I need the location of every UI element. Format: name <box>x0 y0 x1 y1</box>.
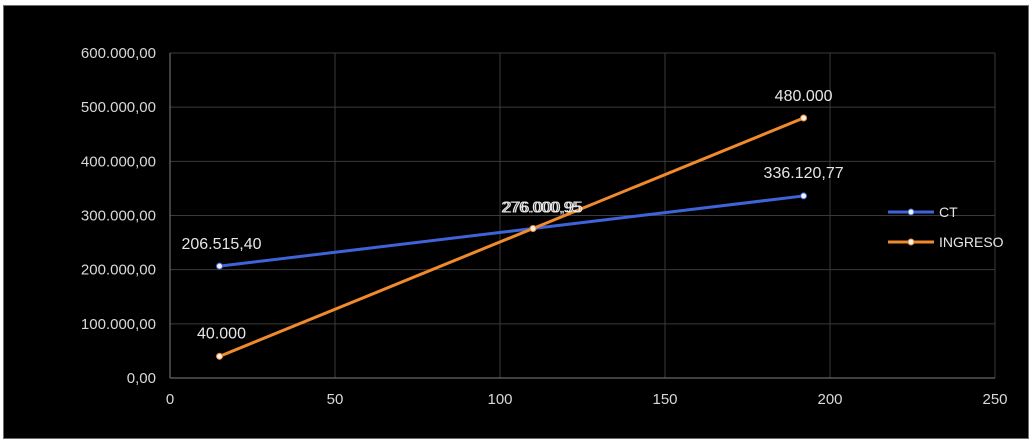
data-label: 480.000 <box>775 88 833 105</box>
series-lines <box>216 114 808 360</box>
y-tick-label: 0,00 <box>127 370 156 387</box>
y-tick-label: 300.000,00 <box>81 208 156 225</box>
data-point <box>529 225 537 232</box>
y-tick-label: 100.000,00 <box>81 316 156 333</box>
legend-marker <box>907 208 915 216</box>
data-label: 276.000,95 <box>501 200 581 217</box>
legend: CT INGRESO <box>888 204 1004 250</box>
gridlines <box>169 52 996 379</box>
data-label: 276.000,95 <box>503 200 583 217</box>
x-tick-label: 100 <box>487 391 512 408</box>
line-chart: 0,00 100.000,00 200.000,00 300.000,00 400.00… <box>81 45 1008 408</box>
data-labels: 206.515,40276.000,95336.120,7740.000276.… <box>181 88 843 342</box>
y-tick-label: 600.000,00 <box>81 45 156 62</box>
data-point <box>800 192 808 200</box>
axes <box>169 53 995 379</box>
x-tick-label: 150 <box>652 391 677 408</box>
chart-frame: 0,00 100.000,00 200.000,00 300.000,00 400.00… <box>3 5 1029 439</box>
data-point <box>800 114 808 122</box>
tick-labels: 0,00 100.000,00 200.000,00 300.000,00 400.00… <box>81 45 1008 408</box>
x-tick-label: 50 <box>327 391 344 408</box>
legend-label: CT <box>939 204 958 220</box>
legend-label: INGRESO <box>939 234 1004 250</box>
y-tick-label: 500.000,00 <box>81 99 156 116</box>
data-label: 206.515,40 <box>181 236 261 253</box>
x-tick-label: 250 <box>982 391 1007 408</box>
series-line-ingreso <box>218 116 805 358</box>
data-point <box>216 262 223 270</box>
data-point <box>216 352 223 360</box>
y-tick-label: 200.000,00 <box>81 262 156 279</box>
y-tick-label: 400.000,00 <box>81 153 156 170</box>
x-tick-label: 0 <box>166 391 174 408</box>
data-label: 40.000 <box>197 325 246 342</box>
x-tick-label: 200 <box>817 391 842 408</box>
data-label: 336.120,77 <box>764 165 844 182</box>
legend-marker <box>907 238 915 246</box>
